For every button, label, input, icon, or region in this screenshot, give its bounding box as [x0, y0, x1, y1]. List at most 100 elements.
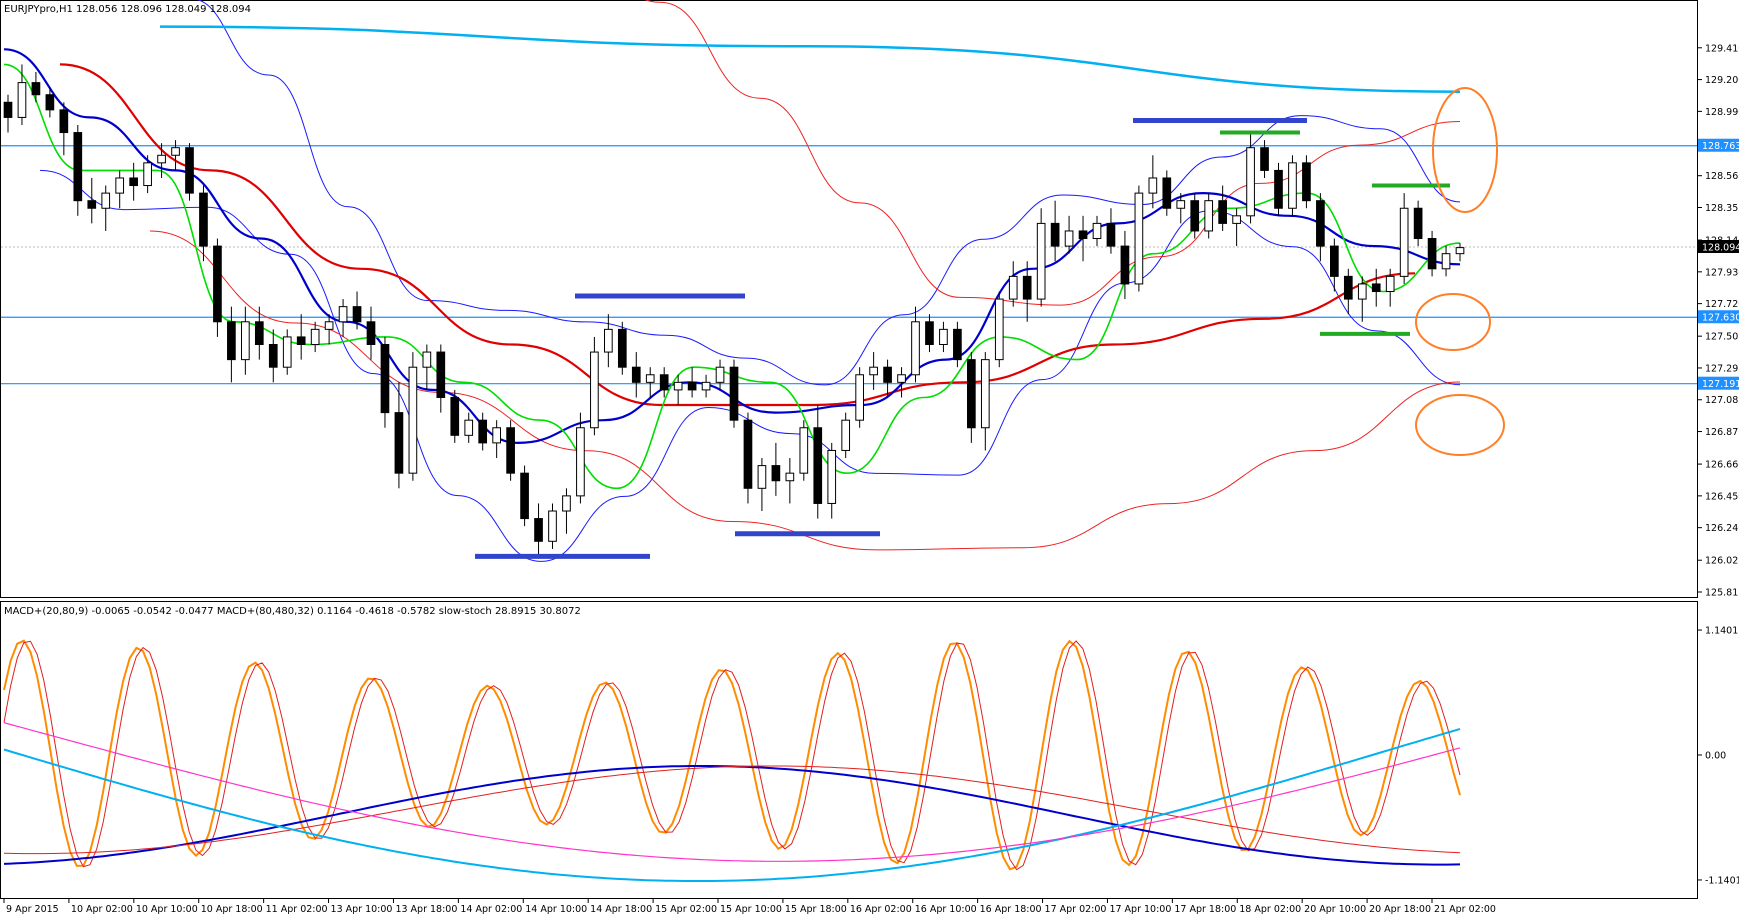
candle-bull [157, 154, 166, 164]
x-tick-label: 17 Apr 02:00 [1045, 904, 1107, 915]
candle-bear [478, 419, 488, 444]
candle-bear [813, 427, 823, 504]
candle-bull [757, 465, 767, 489]
x-tick-label: 17 Apr 10:00 [1109, 904, 1171, 915]
x-tick-label: 16 Apr 18:00 [980, 904, 1042, 915]
y-tick-label: 129.200 [1705, 75, 1739, 86]
candle-bull [785, 472, 795, 482]
y-tick-label: 126.240 [1705, 523, 1739, 534]
candle-bear [729, 366, 739, 421]
x-tick-label: 18 Apr 02:00 [1239, 904, 1301, 915]
candle-bull [1385, 275, 1395, 293]
candle-bear [1120, 245, 1130, 285]
x-tick-label: 10 Apr 02:00 [71, 904, 133, 915]
candle-bear [967, 359, 976, 429]
x-tick-label: 21 Apr 02:00 [1434, 904, 1496, 915]
y-tick-label: 126.660 [1705, 460, 1739, 471]
price-level-tag [1698, 310, 1739, 324]
candle-bear [1162, 177, 1172, 209]
candle-bear [953, 328, 962, 361]
candle-bear [506, 427, 515, 474]
candle-bear [254, 321, 264, 345]
candle-bull [143, 162, 152, 187]
candle-bull [282, 336, 292, 368]
candle-bull [408, 366, 418, 474]
candle-bull [980, 359, 990, 429]
highlight-ellipse [1415, 394, 1505, 456]
candle-bull [1232, 215, 1241, 224]
x-tick-label: 10 Apr 18:00 [201, 904, 263, 915]
candle-bull [869, 366, 878, 376]
candle-bull [1455, 247, 1465, 255]
price-level-tag [1698, 376, 1739, 390]
candle-bull [939, 328, 948, 345]
candle-bear [1050, 222, 1060, 247]
x-tick-label: 20 Apr 10:00 [1304, 904, 1366, 915]
x-tick-label: 9 Apr 2015 [6, 904, 59, 915]
candle-bear [1190, 200, 1200, 232]
candle-bear [534, 518, 543, 542]
candle-bear [213, 245, 222, 323]
x-tick-label: 17 Apr 18:00 [1174, 904, 1236, 915]
chart-title: EURJPYpro,H1 128.056 128.096 128.049 128… [4, 4, 251, 15]
y-tick-label: 127.085 [1705, 395, 1739, 406]
y-tick-label: 125.815 [1705, 588, 1739, 599]
ma-red-line [59, 63, 1416, 407]
candle-bull [324, 321, 334, 330]
x-tick-label: 15 Apr 02:00 [655, 904, 717, 915]
band-red-lower [149, 230, 1461, 551]
candle-bear [1330, 245, 1339, 277]
y-tick-label: 127.720 [1705, 299, 1739, 310]
candle-bull [241, 321, 250, 361]
x-tick-label: 14 Apr 18:00 [590, 904, 652, 915]
x-tick-label: 14 Apr 02:00 [460, 904, 522, 915]
candle-bear [129, 177, 138, 187]
candle-bear [883, 366, 892, 383]
band-blue-upper [197, 0, 1461, 386]
candle-bear [520, 472, 529, 520]
candle-bull [673, 381, 683, 391]
candle-bull [1357, 283, 1367, 300]
candle-bear [1413, 207, 1423, 240]
candle-bull [1036, 222, 1046, 300]
candle-bear [268, 343, 278, 368]
candle-bull [17, 82, 27, 118]
candle-bear [436, 351, 446, 398]
y-tick-label: 126.875 [1705, 427, 1739, 438]
candle-bull [897, 374, 906, 383]
candle-bear [1022, 275, 1032, 300]
indicator-plot-frame [0, 601, 1698, 899]
candle-bull [1399, 207, 1409, 277]
candle-bull [115, 177, 125, 194]
candle-bear [3, 101, 13, 118]
y-tick-label: 128.565 [1705, 171, 1739, 182]
candle-bull [1176, 200, 1186, 209]
x-tick-label: 16 Apr 02:00 [850, 904, 912, 915]
candle-bear [631, 366, 641, 383]
candle-bull [548, 510, 557, 542]
axis-layer: 129.410129.200128.990128.780128.565128.3… [3, 43, 1739, 915]
indicator-y-tick-label: -1.1401 [1705, 875, 1739, 886]
x-tick-label: 10 Apr 10:00 [136, 904, 198, 915]
candle-bear [617, 328, 627, 368]
stoch-main-line [3, 639, 1461, 871]
current-price-tag [1698, 240, 1739, 254]
x-tick-label: 20 Apr 18:00 [1369, 904, 1431, 915]
candle-bull [1064, 230, 1074, 247]
y-tick-label: 128.990 [1705, 107, 1739, 118]
candle-bull [492, 427, 501, 444]
candle-bear [31, 82, 41, 96]
x-tick-label: 13 Apr 18:00 [395, 904, 457, 915]
candle-bear [925, 321, 934, 345]
x-tick-label: 15 Apr 18:00 [785, 904, 847, 915]
y-tick-label: 127.930 [1705, 267, 1739, 278]
ma-cyan-line [159, 25, 1461, 93]
candle-bear [1343, 275, 1353, 300]
y-tick-label: 126.025 [1705, 556, 1739, 567]
indicator-y-tick-label: 0.00 [1705, 751, 1726, 762]
candle-bear [1260, 147, 1269, 171]
candle-bear [59, 109, 69, 134]
x-tick-label: 16 Apr 10:00 [915, 904, 977, 915]
candle-bull [338, 306, 348, 323]
candle-bear [1371, 283, 1381, 293]
